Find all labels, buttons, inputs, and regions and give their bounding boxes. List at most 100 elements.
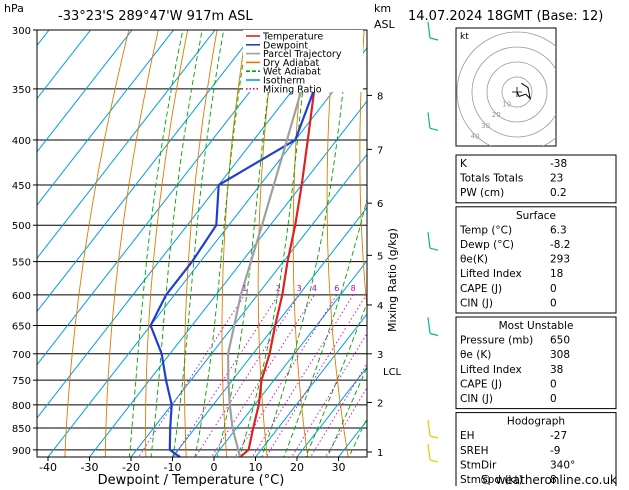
info-row-value: 8: [550, 474, 557, 486]
info-row-label: CIN (J): [460, 297, 493, 309]
legend-label: Isotherm: [263, 76, 305, 87]
isotherm-line: [37, 30, 133, 153]
mixing-ratio-line: [265, 294, 367, 457]
legend-label: Mixing Ratio: [263, 84, 322, 95]
wet-adiabat-line: [150, 30, 203, 457]
info-row-label: Pressure (mb): [460, 335, 533, 347]
asl-label: ASL: [374, 18, 396, 31]
temperature-tick-label: 10: [249, 461, 263, 474]
pressure-tick-label: 350: [12, 85, 31, 96]
wind-barb: [427, 112, 439, 131]
mixing-ratio-label: 2: [276, 284, 281, 293]
info-row-label: Lifted Index: [460, 268, 522, 280]
background-lines: [37, 30, 367, 457]
hodograph-trace: [516, 82, 532, 101]
info-row-value: -27: [550, 430, 567, 442]
km-tick-label: 2: [377, 398, 383, 409]
info-row-label: CAPE (J): [460, 378, 502, 390]
km-tick-label: 5: [377, 251, 383, 262]
info-row-value: 38: [550, 364, 563, 376]
temperature-tick-label: -40: [39, 461, 57, 474]
mixing-ratio-line: [211, 294, 315, 457]
info-row-value: 0: [550, 393, 557, 405]
mixing-ratio-label: 8: [351, 284, 356, 293]
wet-adiabat-line: [261, 30, 351, 457]
plot-frame: [36, 29, 368, 458]
info-row-value: -38: [550, 158, 567, 170]
info-row-value: 293: [550, 254, 570, 266]
dry-adiabat-line: [184, 30, 218, 457]
info-row-label: StmSpd (kt): [460, 474, 523, 486]
wind-barb: [427, 443, 439, 463]
pressure-tick-label: 850: [12, 424, 31, 435]
pressure-tick-label: 600: [12, 291, 31, 302]
km-tick-label: 8: [377, 91, 383, 102]
pressure-tick-label: 700: [12, 350, 31, 361]
mixing-ratio-line: [234, 294, 338, 457]
wet-adiabat-line: [283, 197, 367, 457]
wet-adiabat-line: [305, 301, 367, 457]
info-table-title: Most Unstable: [499, 320, 574, 332]
dry-adiabat-line: [145, 30, 189, 457]
parcel-trajectory-series-line: [227, 30, 320, 457]
isotherm-line: [37, 30, 258, 313]
info-row-value: 6.3: [550, 224, 567, 236]
location-title: -33°23'S 289°47'W 917m ASL: [58, 9, 253, 24]
info-row-label: EH: [460, 430, 475, 442]
hodograph-ring-label: 10: [502, 101, 511, 109]
profile-series: [149, 30, 329, 457]
info-row-label: Dewp (°C): [460, 239, 514, 251]
isotherm-line: [37, 30, 50, 47]
km-tick-label: 3: [377, 350, 383, 361]
km-label: km: [374, 2, 391, 15]
info-row-label: Temp (°C): [459, 224, 512, 236]
mixing-ratio-line: [195, 294, 300, 457]
pressure-tick-label: 450: [12, 181, 31, 192]
wet-adiabat-line: [239, 30, 311, 457]
wind-barb: [427, 21, 439, 41]
hodograph-ring: [486, 61, 548, 123]
info-table-box: [455, 206, 617, 314]
info-row-value: 18: [550, 268, 563, 280]
dry-adiabat-line: [104, 30, 159, 457]
info-row-label: K: [460, 158, 468, 170]
hodograph-kt-label: kt: [460, 32, 469, 42]
dry-adiabat-line: [257, 30, 277, 457]
mixing-ratio-line: [291, 332, 367, 457]
temperature-tick-label: -30: [81, 461, 99, 474]
isotherm-line: [213, 260, 367, 457]
info-row-value: 0: [550, 378, 557, 390]
hpa-label: hPa: [4, 2, 24, 15]
info-table-box: [455, 412, 617, 490]
info-row-label: Lifted Index: [460, 364, 522, 376]
pressure-tick-label: 750: [12, 376, 31, 387]
km-tick-label: 6: [377, 199, 383, 210]
wet-adiabat-line: [128, 30, 184, 457]
legend-label: Parcel Trajectory: [263, 49, 342, 60]
mixing-ratio-axis-title: Mixing Ratio (g/kg): [386, 228, 399, 332]
dry-adiabat-line: [359, 30, 367, 312]
hodograph-ring-label: 20: [492, 111, 501, 119]
pressure-tick-label: 500: [12, 221, 31, 232]
axes: 300350400450500550600650700750800850900-…: [12, 26, 402, 474]
isotherm-line: [37, 30, 92, 100]
hodograph-ring: [456, 31, 556, 146]
info-row-label: SREH: [460, 445, 489, 457]
info-row-value: 0: [550, 297, 557, 309]
pressure-tick-label: 800: [12, 401, 31, 412]
info-row-label: θe(K): [460, 254, 488, 266]
info-row-label: Totals Totals: [459, 173, 523, 185]
legend-label: Wet Adiabat: [263, 67, 321, 78]
km-tick-label: 4: [377, 301, 383, 312]
info-row-label: StmDir: [460, 459, 497, 471]
temperature-tick-label: 0: [211, 461, 218, 474]
pressure-tick-label: 900: [12, 446, 31, 457]
km-tick-label: 1: [377, 448, 383, 459]
pressure-tick-label: 550: [12, 258, 31, 269]
info-row-value: 0: [550, 283, 557, 295]
hodograph-ring: [501, 76, 533, 108]
pressure-tick-label: 400: [12, 136, 31, 147]
legend-box: [243, 30, 363, 92]
